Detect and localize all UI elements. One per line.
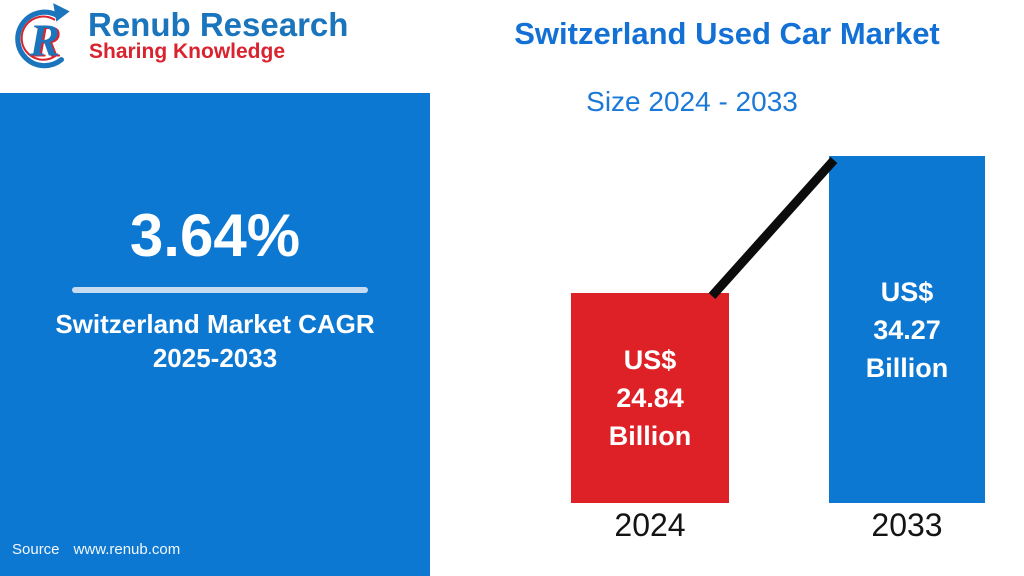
logo-tagline: Sharing Knowledge	[89, 40, 286, 63]
source-url: www.renub.com	[73, 541, 181, 558]
bar-2033-label-amount: 34.27	[873, 314, 941, 345]
source-label: Source	[12, 541, 60, 558]
cagr-caption-line2: 2025-2033	[152, 343, 278, 373]
svg-text:R: R	[29, 16, 60, 66]
bar-2033-label-unit: Billion	[865, 352, 949, 383]
x-axis-label-2033: 2033	[871, 507, 943, 543]
bar-2024-label-unit: Billion	[608, 421, 692, 451]
bar-2033-label-currency: US$	[880, 276, 934, 307]
trend-line-segment	[708, 156, 838, 300]
x-axis-label-2024: 2024	[614, 507, 686, 543]
cagr-caption: Switzerland Market CAGR 2025-2033	[0, 307, 430, 375]
page-title: Switzerland Used Car Market	[514, 16, 940, 51]
cagr-caption-line1: Switzerland Market CAGR	[55, 309, 375, 339]
divider	[72, 287, 368, 293]
bar-2024: US$ 24.84 Billion	[571, 293, 729, 503]
bar-2024-value-label: US$ 24.84 Billion	[609, 341, 692, 455]
cagr-panel: 3.64% Switzerland Market CAGR 2025-2033 …	[0, 93, 430, 576]
renub-logo-icon: R R	[15, 3, 70, 69]
bar-2033-value-label: US$ 34.27 Billion	[866, 273, 949, 387]
bar-2024-label-currency: US$	[623, 345, 677, 375]
cagr-value: 3.64%	[129, 202, 301, 269]
logo-title: Renub Research	[88, 6, 349, 43]
bar-2024-label-amount: 24.84	[616, 383, 684, 413]
bar-2033: US$ 34.27 Billion	[829, 156, 985, 503]
page-subtitle: Size 2024 - 2033	[586, 86, 798, 117]
source-line: Source www.renub.com	[12, 541, 180, 558]
svg-text:R: R	[31, 17, 62, 67]
